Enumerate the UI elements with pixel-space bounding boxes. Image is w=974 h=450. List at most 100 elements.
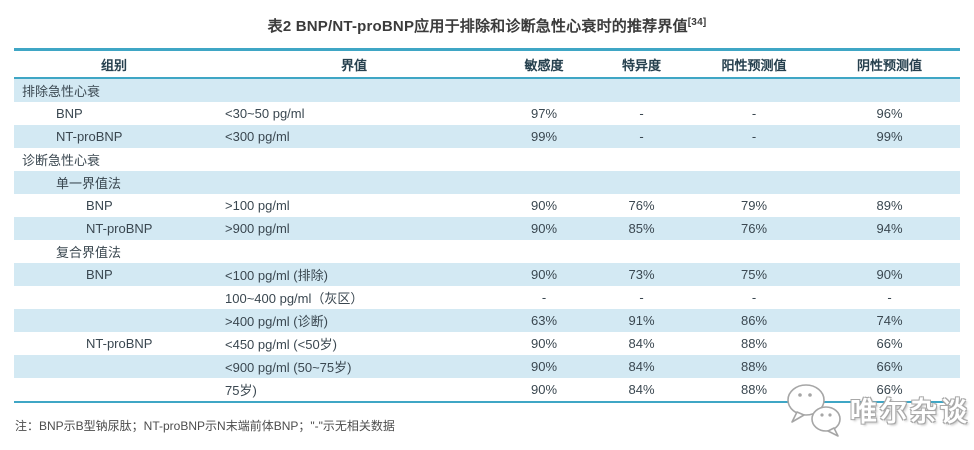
table-row: 复合界值法 bbox=[14, 240, 960, 263]
specificity-cell: 85% bbox=[628, 221, 655, 236]
table-row: <900 pg/ml (50~75岁) 90% 84% 88% 66% bbox=[14, 355, 960, 378]
npv-cell: 96% bbox=[876, 106, 903, 121]
ppv-cell: 88% bbox=[740, 382, 768, 397]
table-title: 表2 BNP/NT-proBNP应用于排除和诊断急性心衰时的推荐界值[34] bbox=[0, 0, 974, 36]
specificity-cell: 84% bbox=[628, 382, 655, 397]
npv-cell: 99% bbox=[876, 129, 903, 144]
table-title-citation: [34] bbox=[687, 17, 707, 28]
sensitivity-cell: 97% bbox=[530, 106, 558, 121]
npv-cell: 66% bbox=[876, 359, 903, 374]
sensitivity-cell: 90% bbox=[530, 336, 558, 351]
cutoff-cell: <450 pg/ml (<50岁) bbox=[225, 337, 338, 352]
sensitivity-cell: 63% bbox=[530, 313, 558, 328]
cutoff-cell: >400 pg/ml (诊断) bbox=[225, 314, 328, 329]
specificity-cell: - bbox=[639, 290, 644, 305]
group-cell: BNP bbox=[86, 267, 113, 282]
cutoff-cell: <900 pg/ml (50~75岁) bbox=[225, 360, 352, 375]
group-cell: NT-proBNP bbox=[86, 336, 153, 351]
specificity-cell: - bbox=[639, 129, 644, 144]
cutoff-cell: 100~400 pg/ml（灰区） bbox=[225, 291, 364, 306]
npv-cell: 74% bbox=[876, 313, 903, 328]
group-cell: NT-proBNP bbox=[86, 221, 153, 236]
group-cell: NT-proBNP bbox=[56, 129, 123, 144]
cutoff-cell: <30~50 pg/ml bbox=[225, 106, 305, 121]
sensitivity-cell: 99% bbox=[530, 129, 558, 144]
npv-cell bbox=[819, 240, 960, 263]
sensitivity-cell bbox=[494, 171, 594, 194]
sensitivity-cell bbox=[494, 78, 594, 102]
ppv-cell: 88% bbox=[740, 336, 768, 351]
header-row: 组别 界值 敏感度 特异度 阳性预测值 阴性预测值 bbox=[14, 49, 960, 79]
sensitivity-cell: 90% bbox=[530, 382, 558, 397]
group-cell: 复合界值法 bbox=[56, 245, 122, 260]
column-header-ppv: 阳性预测值 bbox=[689, 49, 819, 79]
cutoff-cell: 75岁) bbox=[225, 383, 257, 398]
table-row: 100~400 pg/ml（灰区） - - - - bbox=[14, 286, 960, 309]
group-cell bbox=[14, 378, 214, 402]
specificity-cell: 91% bbox=[628, 313, 655, 328]
ppv-cell: 75% bbox=[740, 267, 768, 282]
specificity-cell: - bbox=[639, 106, 644, 121]
npv-cell: 66% bbox=[876, 336, 903, 351]
npv-cell bbox=[819, 148, 960, 171]
ppv-cell: - bbox=[751, 129, 757, 144]
specificity-cell bbox=[594, 78, 689, 102]
sensitivity-cell bbox=[494, 240, 594, 263]
table-row: BNP <30~50 pg/ml 97% - - 96% bbox=[14, 102, 960, 125]
ppv-cell: 88% bbox=[740, 359, 768, 374]
ppv-cell: - bbox=[751, 106, 757, 121]
table-row: NT-proBNP <300 pg/ml 99% - - 99% bbox=[14, 125, 960, 148]
column-header-sensitivity: 敏感度 bbox=[494, 49, 594, 79]
column-header-specificity: 特异度 bbox=[594, 49, 689, 79]
group-cell bbox=[14, 286, 214, 309]
table-row: NT-proBNP <450 pg/ml (<50岁) 90% 84% 88% 66% bbox=[14, 332, 960, 355]
group-cell bbox=[14, 355, 214, 378]
npv-cell bbox=[819, 78, 960, 102]
sensitivity-cell bbox=[494, 148, 594, 171]
wechat-logo-icon bbox=[787, 384, 841, 437]
group-cell: 单一界值法 bbox=[56, 176, 122, 191]
npv-cell: 89% bbox=[876, 198, 903, 213]
ppv-cell bbox=[689, 78, 819, 102]
cutoff-cell: >100 pg/ml bbox=[225, 198, 290, 213]
sensitivity-cell: 90% bbox=[530, 221, 558, 236]
table-row: 诊断急性心衰 bbox=[14, 148, 960, 171]
table-footnote: 注：BNP示B型钠尿肽；NT-proBNP示N末端前体BNP；"-"示无相关数据 bbox=[15, 419, 395, 433]
table-title-text: 表2 BNP/NT-proBNP应用于排除和诊断急性心衰时的推荐界值 bbox=[267, 18, 688, 35]
cutoff-cell: <100 pg/ml (排除) bbox=[225, 268, 328, 283]
specificity-cell: 84% bbox=[628, 359, 655, 374]
specificity-cell: 76% bbox=[628, 198, 655, 213]
ppv-cell: 79% bbox=[740, 198, 768, 213]
specificity-cell bbox=[594, 171, 689, 194]
specificity-cell: 73% bbox=[628, 267, 655, 282]
cutoff-cell bbox=[214, 171, 494, 194]
table-row: BNP >100 pg/ml 90% 76% 79% 89% bbox=[14, 194, 960, 217]
group-cell: 排除急性心衰 bbox=[22, 84, 101, 99]
sensitivity-cell: 90% bbox=[530, 267, 558, 282]
sensitivity-cell: - bbox=[541, 290, 547, 305]
specificity-cell bbox=[594, 240, 689, 263]
specificity-cell bbox=[594, 148, 689, 171]
ppv-cell bbox=[689, 148, 819, 171]
table-row: 单一界值法 bbox=[14, 171, 960, 194]
npv-cell: - bbox=[887, 290, 892, 305]
npv-cell: 90% bbox=[876, 267, 903, 282]
cutoff-cell bbox=[214, 240, 494, 263]
table-body: 排除急性心衰 BNP <30~50 pg/ml 97% - - 96% NT-proBNP <3… bbox=[14, 78, 960, 402]
table-row: >400 pg/ml (诊断) 63% 91% 86% 74% bbox=[14, 309, 960, 332]
ppv-cell: 76% bbox=[740, 221, 768, 236]
table-row: NT-proBNP >900 pg/ml 90% 85% 76% 94% bbox=[14, 217, 960, 240]
column-header-npv: 阴性预测值 bbox=[819, 49, 960, 79]
column-header-group: 组别 bbox=[14, 49, 214, 79]
group-cell: BNP bbox=[86, 198, 113, 213]
cutoff-cell bbox=[214, 78, 494, 102]
specificity-cell: 84% bbox=[628, 336, 655, 351]
npv-cell: 94% bbox=[876, 221, 903, 236]
table-row: 排除急性心衰 bbox=[14, 78, 960, 102]
watermark-text: 唯尔杂谈 bbox=[850, 396, 970, 427]
group-cell: BNP bbox=[56, 106, 83, 121]
ppv-cell bbox=[689, 171, 819, 194]
watermark: 唯尔杂谈 bbox=[784, 380, 970, 438]
table-row: BNP <100 pg/ml (排除) 90% 73% 75% 90% bbox=[14, 263, 960, 286]
